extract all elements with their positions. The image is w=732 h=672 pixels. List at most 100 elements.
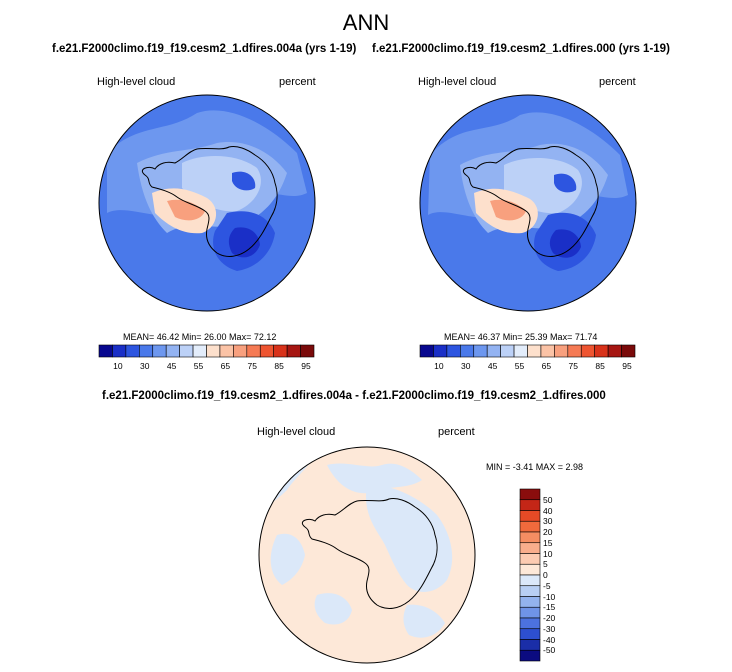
panel1-stats: MEAN= 46.42 Min= 26.00 Max= 72.12 <box>123 332 277 342</box>
panel1-units: percent <box>279 76 316 88</box>
panel1-colorbar-label: 85 <box>274 361 284 371</box>
panel1-colorbar-box <box>125 344 140 358</box>
diff-colorbar-box <box>519 585 541 597</box>
diff-colorbar-box <box>519 488 541 501</box>
panel1-colorbar <box>98 344 315 358</box>
diff-colorbar-label: 50 <box>543 494 553 505</box>
panel2-colorbar-box <box>607 344 622 358</box>
diff-colorbar <box>519 488 541 662</box>
panel1-colorbar-box <box>192 344 207 358</box>
diff-colorbar-label: -10 <box>543 591 556 602</box>
diff-colorbar-label: -30 <box>543 623 556 634</box>
panel1-colorbar-box <box>300 344 315 358</box>
diff-colorbar-label: -40 <box>543 634 556 645</box>
diff-colorbar-box <box>519 574 541 587</box>
diff-colorbar-box <box>519 639 541 651</box>
panel1-colorbar-box <box>179 344 194 358</box>
diff-case-title: f.e21.F2000climo.f19_f19.cesm2_1.dfires.… <box>102 390 606 402</box>
diff-colorbar-label: 5 <box>543 559 548 570</box>
panel1-colorbar-box <box>206 344 221 358</box>
diff-colorbar-box <box>519 649 541 662</box>
panel2-colorbar-label: 95 <box>622 361 632 371</box>
panel1-colorbar-box <box>246 344 261 358</box>
panel1-map <box>98 94 316 312</box>
panel2-units: percent <box>599 76 636 88</box>
panel2-colorbar <box>419 344 636 358</box>
diff-colorbar-label: -50 <box>543 645 556 656</box>
diff-colorbar-box <box>519 617 541 630</box>
diff-colorbar-label: 40 <box>543 505 553 516</box>
panel1-colorbar-label: 95 <box>301 361 311 371</box>
panel2-colorbar-box <box>621 344 636 358</box>
panel2-colorbar-label: 75 <box>568 361 578 371</box>
panel2-map <box>419 94 637 312</box>
panel2-stats: MEAN= 46.37 Min= 25.39 Max= 71.74 <box>444 332 598 342</box>
diff-coastline <box>301 498 438 609</box>
panel2-case-title: f.e21.F2000climo.f19_f19.cesm2_1.dfires.… <box>372 43 670 55</box>
diff-colorbar-label: -5 <box>543 580 551 591</box>
panel2-colorbar-box <box>594 344 609 358</box>
panel2-colorbar-box <box>540 344 555 358</box>
panel2-colorbar-label: 65 <box>541 361 552 371</box>
panel1-colorbar-box <box>152 344 167 358</box>
diff-colorbar-box <box>519 553 541 565</box>
diff-colorbar-box <box>519 628 541 640</box>
panel2-colorbar-box <box>527 344 542 358</box>
panel2-coastline <box>462 146 599 257</box>
panel1-colorbar-label: 55 <box>193 361 204 371</box>
panel1-coastline <box>141 146 278 257</box>
panel2-colorbar-box <box>500 344 515 358</box>
panel1-colorbar-box <box>112 344 127 358</box>
panel2-variable: High-level cloud <box>418 76 497 88</box>
panel2-colorbar-label: 45 <box>487 361 498 371</box>
diff-colorbar-label: 20 <box>543 527 553 537</box>
panel1-colorbar-box <box>273 344 288 358</box>
panel1-colorbar-box <box>219 344 234 358</box>
panel2-colorbar-label: 10 <box>434 361 444 371</box>
panel1-colorbar-box <box>165 344 180 358</box>
diff-units: percent <box>438 426 475 438</box>
panel1-colorbar-box <box>233 344 248 358</box>
panel2-colorbar-label: 55 <box>514 361 525 371</box>
diff-map <box>258 446 476 664</box>
diff-colorbar-label: 30 <box>543 516 553 527</box>
diff-colorbar-box <box>519 542 541 554</box>
diff-variable: High-level cloud <box>257 426 336 438</box>
panel2-colorbar-box <box>433 344 448 358</box>
panel2-colorbar-label: 85 <box>595 361 605 371</box>
diff-colorbar-label: -15 <box>543 602 556 613</box>
diff-colorbar-label: 15 <box>543 537 553 548</box>
panel1-colorbar-box <box>98 344 113 358</box>
plot-title: ANN <box>342 10 390 35</box>
panel1-colorbar-label: 10 <box>113 361 123 371</box>
panel1-colorbar-box <box>259 344 274 358</box>
panel2-colorbar-box <box>460 344 475 358</box>
diff-colorbar-box <box>519 596 541 608</box>
diff-colorbar-box <box>519 563 541 576</box>
diff-colorbar-box <box>519 510 541 522</box>
panel1-colorbar-label: 65 <box>220 361 231 371</box>
panel1-variable: High-level cloud <box>97 76 176 88</box>
diff-colorbar-labels: 50 40 30 20 15 10 5 0 -5 -10 -15 -20 -30 -40 -50 <box>543 489 573 661</box>
panel2-colorbar-box <box>513 344 528 358</box>
panel2-colorbar-box <box>567 344 582 358</box>
panel1-colorbar-label: 75 <box>247 361 257 371</box>
panel1-colorbar-box <box>139 344 154 358</box>
panel2-colorbar-box <box>580 344 595 358</box>
panel1-colorbar-label: 45 <box>166 361 177 371</box>
panel2-colorbar-box <box>554 344 569 358</box>
panel2-colorbar-labels: 10 30 45 55 65 75 85 95 <box>420 361 635 373</box>
diff-colorbar-label: -20 <box>543 613 556 623</box>
diff-colorbar-box <box>519 531 541 544</box>
panel2-colorbar-box <box>446 344 461 358</box>
panel1-case-title: f.e21.F2000climo.f19_f19.cesm2_1.dfires.… <box>52 43 357 55</box>
panel1-colorbar-labels: 10 30 45 55 65 75 85 95 <box>99 361 314 373</box>
diff-colorbar-box <box>519 606 541 619</box>
diff-colorbar-box <box>519 520 541 533</box>
diff-colorbar-label: 0 <box>543 570 548 580</box>
panel2-colorbar-label: 30 <box>461 361 471 371</box>
panel1-colorbar-box <box>286 344 301 358</box>
diff-colorbar-label: 10 <box>543 548 553 559</box>
panel1-colorbar-label: 30 <box>140 361 150 371</box>
panel2-colorbar-box <box>486 344 501 358</box>
